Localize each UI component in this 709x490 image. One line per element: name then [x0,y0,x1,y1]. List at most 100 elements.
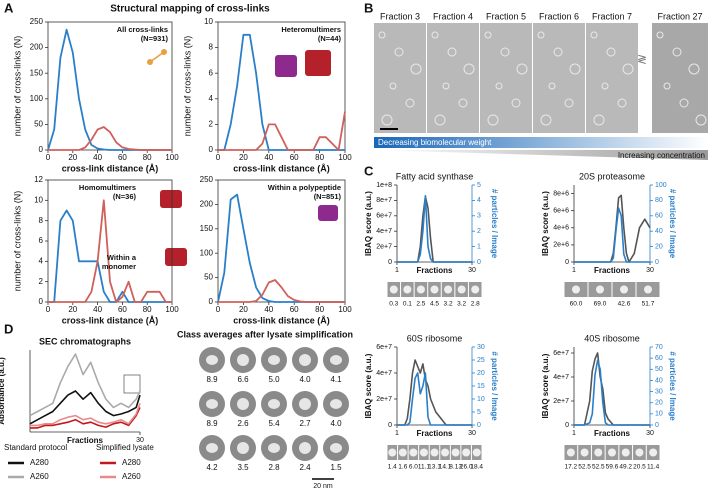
class-average-density [299,398,311,410]
particle-density [409,448,418,457]
particle [463,63,475,75]
annotation: Heteromultimers [281,25,341,34]
x-axis-label: cross-link distance (Å) [62,315,159,325]
particle-label: 52.5 [592,464,605,471]
legend-group: Standard protocol [4,443,67,452]
data-line [218,279,345,303]
particle-label: 0.3 [389,301,398,308]
data-line [397,195,472,263]
class-average-label: 8.9 [206,419,218,428]
data-line [48,126,172,151]
particle-label: 52.5 [578,464,591,471]
particle-label: 49.2 [619,464,632,471]
data-line [29,390,141,425]
particle-label: 2.8 [471,301,480,308]
particle [679,98,689,108]
particle [511,98,521,108]
particle [447,47,457,57]
y-tick-label: 2 [39,277,44,286]
y-tick-label: 50 [34,120,43,129]
fraction-label: Fraction 27 [657,11,702,21]
y2-tick-label: 60 [655,355,663,362]
x-tick-label: 20 [239,305,248,314]
y2-tick-label: 0 [655,422,659,429]
particle-density [388,448,397,457]
particle-density [608,448,616,457]
y2-axis-label: # particles / Image [668,189,677,259]
particle [569,63,581,75]
scale-bar-label: 20 nm [313,483,333,490]
class-average-label: 5.4 [268,419,280,428]
particle-label: 69.0 [594,301,607,308]
y-tick-label: 0 [388,422,392,429]
y2-tick-label: 10 [477,396,485,403]
class-average-density [330,443,342,453]
y-tick-label: 1e+8 [376,182,392,189]
data-line [218,33,345,151]
class-average-label: 1.5 [330,463,342,472]
y-tick-label: 0 [39,145,44,154]
particle [378,31,386,39]
particle [381,114,393,126]
annotation: Homomultimers [79,183,136,192]
micrograph [480,23,532,133]
class-average-label: 4.0 [330,419,342,428]
class-average-label: 4.1 [330,375,342,384]
weight-bar [374,137,708,148]
particle-density [580,448,589,457]
data-line [574,352,650,426]
y-tick-label: 2e+6 [553,242,569,249]
y-tick-label: 0 [565,422,569,429]
x-axis-label: Fractions [416,266,453,275]
y-axis-label: number of cross-links (N) [12,191,22,292]
annotation: (N=36) [113,192,137,201]
particle [540,114,552,126]
class-average-density [206,443,218,453]
particle [442,82,450,90]
class-average-density [237,354,249,366]
particle-label: 42.6 [618,301,631,308]
y-tick-label: 4e+6 [553,225,569,232]
y-tick-label: 8 [39,216,44,225]
legend-label: A280 [122,458,141,467]
x-tick-label: 30 [646,267,654,274]
particle-density [572,285,580,294]
particle-density [462,448,471,457]
y-tick-label: 4 [209,94,214,103]
particle [656,31,664,39]
particle-density [644,285,652,294]
class-average-label: 2.8 [268,463,280,472]
particle [553,47,563,57]
y-axis-label: number of cross-links (N) [12,36,22,137]
y2-tick-label: 80 [655,197,663,204]
y2-tick-label: 4 [477,197,481,204]
x-tick-label: 20 [239,153,248,162]
class-average-label: 4.0 [299,375,311,384]
micrograph [533,23,585,133]
x-tick-label: 1 [572,430,576,437]
fraction-label: Fraction 4 [433,11,473,21]
x-tick-label: 80 [315,305,324,314]
y2-axis-label: # particles / Image [490,189,499,259]
protein-icon [160,50,338,266]
particle [434,114,446,126]
class-average-density [268,443,280,453]
y-tick-label: 2 [209,120,214,129]
y-tick-label: 100 [30,94,44,103]
x-tick-label: 100 [338,153,352,162]
particle [484,31,492,39]
class-averages-title: Class averages after lysate simplificati… [177,329,353,339]
x-tick-label: 0 [216,305,221,314]
y-tick-label: 250 [200,175,214,184]
particle-label: 6.0 [409,464,418,471]
y2-tick-label: 30 [655,388,663,395]
particle-density [441,448,450,457]
legend-label: A280 [30,458,49,467]
y-tick-label: 4e+7 [376,370,392,377]
x-tick-label: 100 [165,305,179,314]
particle [606,47,616,57]
particle-label: 60.0 [570,301,583,308]
particle-label: 59.6 [606,464,619,471]
y-tick-label: 4 [39,256,44,265]
data-line [574,194,651,263]
